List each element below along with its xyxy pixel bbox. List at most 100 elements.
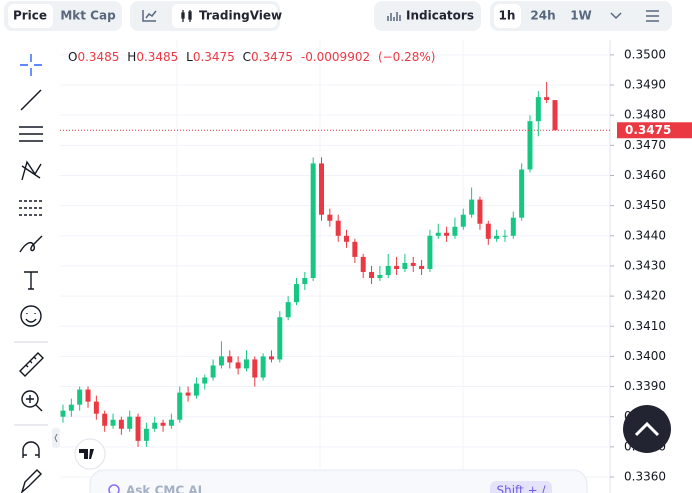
candle-body xyxy=(385,265,391,275)
candle-body xyxy=(185,392,191,396)
y-tick-label: 0.3400 xyxy=(624,349,666,363)
text-tool[interactable] xyxy=(24,271,38,290)
ask-ai-bar[interactable] xyxy=(89,469,588,493)
y-tick-label: 0.3440 xyxy=(624,228,666,242)
change-pct: (−0.28%) xyxy=(378,50,436,64)
y-tick-label: 0.3480 xyxy=(624,108,666,122)
y-tick-label: 0.3420 xyxy=(624,289,666,303)
candle-body xyxy=(252,359,258,378)
candle-body xyxy=(502,235,508,237)
candle-body xyxy=(435,232,441,236)
candle-body xyxy=(410,262,416,266)
tab-price[interactable]: Price xyxy=(13,9,47,23)
candle-body xyxy=(202,377,208,384)
candle-body xyxy=(544,97,550,101)
tv-button[interactable] xyxy=(172,4,277,28)
ai-icon xyxy=(108,484,120,493)
l-value: 0.3475 xyxy=(193,50,235,64)
candle-body xyxy=(452,226,458,236)
candle-body xyxy=(477,199,483,224)
pattern-tool[interactable] xyxy=(21,160,42,181)
y-tick-label: 0.3460 xyxy=(624,168,666,182)
candle-body xyxy=(277,317,283,360)
candle-body xyxy=(285,302,291,318)
ask-ai[interactable]: Ask CMC AI xyxy=(126,484,202,493)
candle-body xyxy=(235,362,241,369)
candle-body xyxy=(85,389,91,402)
candle-body xyxy=(227,356,233,363)
indicators[interactable]: Indicators xyxy=(406,9,474,23)
fib-tool[interactable] xyxy=(19,200,43,216)
candle-icon xyxy=(181,10,192,22)
tab-active[interactable] xyxy=(8,4,53,28)
channel-tool[interactable] xyxy=(19,126,43,142)
candle-body xyxy=(469,199,475,215)
candle-body xyxy=(210,365,216,378)
tradingview[interactable]: TradingView xyxy=(199,9,282,23)
c-label: C xyxy=(243,50,251,64)
y-tick-label: 0.3430 xyxy=(624,258,666,272)
candle-body xyxy=(168,419,174,426)
candle-body xyxy=(102,413,108,426)
candle-body xyxy=(494,235,500,239)
h-label: H xyxy=(127,50,136,64)
emoji-face xyxy=(25,313,37,323)
shortcut-chip xyxy=(490,481,552,493)
indicators-button[interactable] xyxy=(374,1,481,31)
candle-body xyxy=(193,383,199,396)
candle-body xyxy=(127,416,133,429)
crosshair-tool[interactable] xyxy=(20,54,42,76)
candle-body xyxy=(160,422,166,426)
line-chart-icon[interactable] xyxy=(142,10,157,22)
left-toolbar xyxy=(14,54,48,493)
candle-body xyxy=(93,401,99,414)
candle-body xyxy=(327,214,333,221)
change: -0.0009902 xyxy=(301,50,370,64)
interval-group xyxy=(490,1,672,31)
interval-active[interactable] xyxy=(494,4,521,28)
interval[interactable]: 1W xyxy=(570,9,592,23)
candle-body xyxy=(427,235,433,269)
y-tick-label: 0.3390 xyxy=(624,379,666,393)
candle-body xyxy=(552,100,558,131)
chevron-down[interactable] xyxy=(610,12,622,20)
line-tool[interactable] xyxy=(20,89,42,111)
emoji-tool[interactable] xyxy=(20,305,42,327)
chevron-up xyxy=(634,421,660,437)
candle-body xyxy=(319,163,325,215)
candle-body xyxy=(135,416,141,441)
plot: 0.3500 0.3490 0.3480 0.3470 0.3460 0.3450 0.34… xyxy=(60,40,692,493)
collapse-arrow xyxy=(54,433,58,443)
candle-body xyxy=(402,262,408,269)
candle-body xyxy=(360,256,366,272)
y-tick-label: 0.3500 xyxy=(624,47,666,61)
candle-body xyxy=(527,121,533,170)
tab-mkt-cap[interactable]: Mkt Cap xyxy=(60,9,116,23)
scroll-top-button[interactable] xyxy=(623,405,671,453)
ruler-tool[interactable] xyxy=(19,352,44,377)
candle-body xyxy=(535,97,541,122)
interval[interactable]: 24h xyxy=(530,9,555,23)
candle-body xyxy=(369,271,375,279)
brush-tool[interactable] xyxy=(19,235,43,253)
y-tick-label: 0.3470 xyxy=(624,138,666,152)
candle-body xyxy=(510,217,516,236)
shortcut: Shift + / xyxy=(496,484,546,493)
candle-body xyxy=(268,356,274,360)
settings-icon[interactable] xyxy=(646,10,659,22)
zoom-tool[interactable] xyxy=(21,390,39,408)
candle-body xyxy=(444,232,450,236)
interval[interactable]: 1h xyxy=(499,9,516,23)
candle-body xyxy=(218,356,224,366)
candle-body xyxy=(260,356,266,378)
collapse-toggle[interactable] xyxy=(52,428,60,448)
c-value: 0.3475 xyxy=(251,50,293,64)
magnet-tool[interactable] xyxy=(22,441,40,458)
candle-body xyxy=(344,235,350,242)
candle-body xyxy=(519,169,525,218)
o-label: O xyxy=(68,50,77,64)
last-price-label: 0.3475 xyxy=(625,123,671,137)
candle-body xyxy=(152,422,158,429)
candle-body xyxy=(419,265,425,269)
pencil-tool[interactable] xyxy=(20,469,42,493)
